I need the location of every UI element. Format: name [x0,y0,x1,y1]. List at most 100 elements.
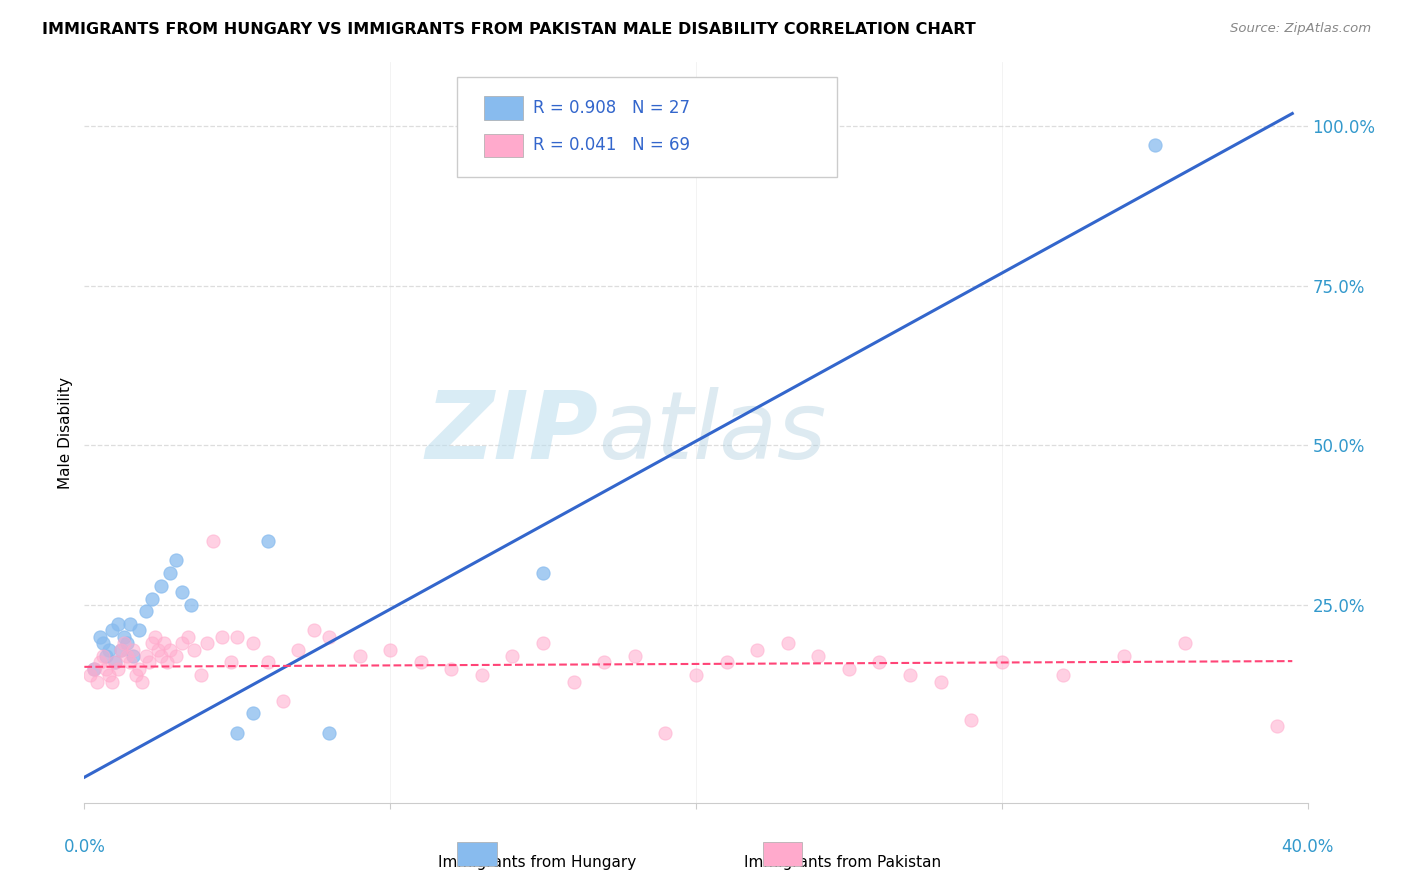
Point [165,553,187,567]
Point [107,617,129,632]
Point [502,648,524,663]
Text: 0.0%: 0.0% [63,838,105,856]
Point [257,534,280,549]
Point [869,656,891,670]
Point [776,636,799,650]
Point [122,648,145,663]
Point [409,656,432,670]
Point [242,706,264,721]
Point [91,636,114,650]
Point [143,630,166,644]
Point [380,642,402,657]
Point [120,617,142,632]
Point [257,656,280,670]
Point [104,656,127,670]
Point [747,642,769,657]
Point [159,642,181,657]
FancyBboxPatch shape [457,78,837,178]
Point [180,598,202,612]
Point [128,662,150,676]
Point [991,656,1014,670]
Text: Immigrants from Hungary: Immigrants from Hungary [437,855,636,870]
Point [531,636,554,650]
FancyBboxPatch shape [484,96,523,120]
Point [107,662,129,676]
Point [141,636,163,650]
Point [104,656,127,670]
FancyBboxPatch shape [763,842,803,866]
Text: ZIP: ZIP [425,386,598,479]
Point [1114,648,1136,663]
Point [1143,138,1166,153]
Text: 40.0%: 40.0% [1281,838,1334,856]
Point [89,656,111,670]
Point [716,656,738,670]
Point [86,674,108,689]
Point [1174,636,1197,650]
Point [440,662,463,676]
Point [226,725,249,739]
Point [112,630,135,644]
Point [97,668,120,682]
Point [531,566,554,580]
Text: IMMIGRANTS FROM HUNGARY VS IMMIGRANTS FROM PAKISTAN MALE DISABILITY CORRELATION : IMMIGRANTS FROM HUNGARY VS IMMIGRANTS FR… [42,22,976,37]
Point [1052,668,1074,682]
Point [165,648,187,663]
Point [122,642,145,657]
Point [125,668,148,682]
FancyBboxPatch shape [457,842,496,866]
Point [94,662,117,676]
Point [318,630,340,644]
Point [153,636,176,650]
Point [624,648,647,663]
Point [83,662,105,676]
Point [120,656,142,670]
Point [110,642,132,657]
Point [115,636,138,650]
Point [156,656,179,670]
Text: R = 0.041   N = 69: R = 0.041 N = 69 [533,136,690,154]
Text: atlas: atlas [598,387,827,478]
Point [172,636,194,650]
Point [135,648,157,663]
Point [146,642,169,657]
Point [219,656,242,670]
Point [201,534,224,549]
Point [79,668,101,682]
Point [89,630,111,644]
Point [183,642,205,657]
Point [1265,719,1288,733]
Point [112,636,135,650]
Point [94,648,117,663]
Point [838,662,860,676]
Point [135,604,157,618]
Point [83,662,105,676]
FancyBboxPatch shape [484,134,523,157]
Point [110,642,132,657]
Point [349,648,371,663]
Point [929,674,952,689]
Point [141,591,163,606]
Point [91,648,114,663]
Point [149,648,172,663]
Point [807,648,830,663]
Point [101,624,124,638]
Point [149,579,172,593]
Point [271,694,294,708]
Point [190,668,212,682]
Point [898,668,921,682]
Text: Source: ZipAtlas.com: Source: ZipAtlas.com [1230,22,1371,36]
Point [226,630,249,644]
Point [960,713,983,727]
Y-axis label: Male Disability: Male Disability [58,376,73,489]
Point [562,674,585,689]
Text: Immigrants from Pakistan: Immigrants from Pakistan [744,855,942,870]
Point [302,624,325,638]
Point [654,725,676,739]
Point [195,636,218,650]
Point [177,630,200,644]
Point [131,674,153,689]
Point [211,630,233,644]
Text: R = 0.908   N = 27: R = 0.908 N = 27 [533,99,690,118]
Point [242,636,264,650]
